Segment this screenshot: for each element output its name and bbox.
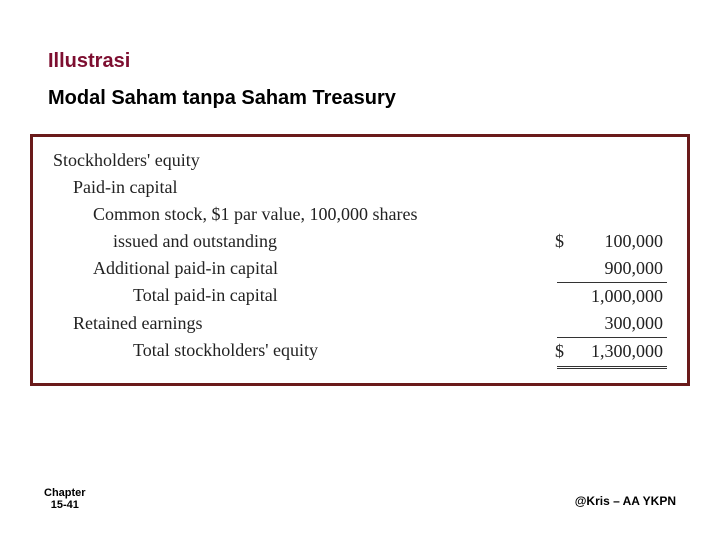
equity-statement-box: Stockholders' equity Paid-in capital Com… bbox=[30, 134, 690, 386]
label: Stockholders' equity bbox=[53, 147, 667, 174]
slide-subheading: Modal Saham tanpa Saham Treasury bbox=[48, 87, 680, 110]
amount-value: 900,000 bbox=[605, 258, 664, 278]
amount-value: 100,000 bbox=[605, 231, 664, 251]
line-retained-earnings: Retained earnings 300,000 bbox=[53, 310, 667, 337]
chapter-number: 15-41 bbox=[44, 499, 86, 512]
currency-symbol: $ bbox=[555, 338, 564, 365]
label: Additional paid-in capital bbox=[53, 255, 557, 282]
amount-total-paid-in: 1,000,000 bbox=[557, 282, 667, 310]
label: Retained earnings bbox=[53, 310, 557, 337]
label: Common stock, $1 par value, 100,000 shar… bbox=[53, 201, 667, 228]
amount-value: 1,300,000 bbox=[591, 341, 663, 361]
currency-symbol: $ bbox=[555, 228, 564, 255]
chapter-label: Chapter bbox=[44, 487, 86, 500]
label: Paid-in capital bbox=[53, 174, 667, 201]
label: Total paid-in capital bbox=[53, 282, 557, 310]
amount-value: 300,000 bbox=[605, 313, 664, 333]
footer-credit: @Kris – AA YKPN bbox=[575, 494, 676, 508]
line-common-stock-desc: Common stock, $1 par value, 100,000 shar… bbox=[53, 201, 667, 228]
line-additional-paid-in: Additional paid-in capital 900,000 bbox=[53, 255, 667, 282]
slide-heading: Illustrasi bbox=[48, 50, 680, 73]
line-issued-outstanding: issued and outstanding $ 100,000 bbox=[53, 228, 667, 255]
amount-value: 1,000,000 bbox=[591, 286, 663, 306]
amount-additional-paid-in: 900,000 bbox=[557, 255, 667, 282]
footer-chapter: Chapter 15-41 bbox=[44, 487, 86, 512]
line-total-equity: Total stockholders' equity $ 1,300,000 bbox=[53, 337, 667, 369]
line-stockholders-equity: Stockholders' equity bbox=[53, 147, 667, 174]
label: issued and outstanding bbox=[53, 228, 557, 255]
line-total-paid-in: Total paid-in capital 1,000,000 bbox=[53, 282, 667, 310]
line-paid-in-capital: Paid-in capital bbox=[53, 174, 667, 201]
amount-common-stock: $ 100,000 bbox=[557, 228, 667, 255]
amount-retained-earnings: 300,000 bbox=[557, 310, 667, 337]
label: Total stockholders' equity bbox=[53, 337, 557, 369]
amount-total-equity: $ 1,300,000 bbox=[557, 337, 667, 369]
